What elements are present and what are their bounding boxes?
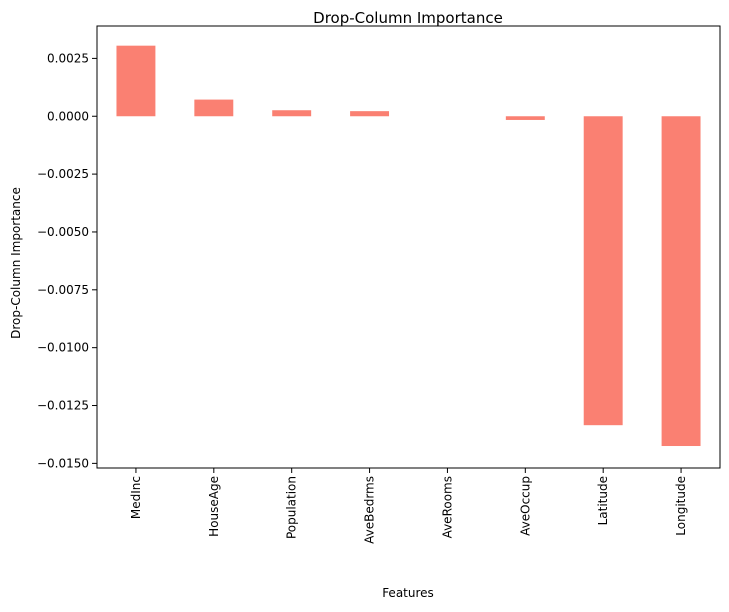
x-tick-label: Longitude — [674, 476, 688, 536]
bar-avebedrms — [350, 111, 390, 117]
y-tick-label: 0.0025 — [47, 51, 89, 65]
y-tick-label: −0.0025 — [37, 167, 89, 181]
bar-latitude — [583, 116, 623, 426]
x-axis-label: Features — [382, 586, 434, 600]
bar-medinc — [116, 45, 156, 117]
y-axis-ticks: 0.0025 0.0000 −0.0025 −0.0050 −0.0075 −0.0100… — [37, 51, 97, 470]
y-tick-label: −0.0050 — [37, 225, 89, 239]
x-tick-label: MedInc — [129, 476, 143, 519]
x-axis-ticks: MedInc HouseAge Population AveBedrms AveRoom… — [129, 468, 688, 544]
bars-group — [116, 45, 701, 447]
x-tick-label: AveRooms — [440, 476, 454, 538]
y-tick-label: −0.0075 — [37, 283, 89, 297]
x-tick-label: Latitude — [596, 476, 610, 525]
bar-population — [272, 110, 312, 117]
x-tick-label: AveOccup — [518, 476, 532, 536]
y-tick-label: −0.0100 — [37, 341, 89, 355]
x-tick-label: Population — [285, 476, 299, 539]
chart-title: Drop-Column Importance — [313, 9, 503, 27]
x-tick-label: AveBedrms — [363, 476, 377, 544]
y-axis-label: Drop-Column Importance — [9, 187, 23, 339]
y-tick-label: 0.0000 — [47, 109, 89, 123]
bar-longitude — [661, 116, 701, 447]
x-tick-label: HouseAge — [207, 476, 221, 537]
bar-houseage — [194, 99, 234, 117]
y-tick-label: −0.0150 — [37, 456, 89, 470]
plot-frame — [96, 25, 721, 469]
y-tick-label: −0.0125 — [37, 399, 89, 413]
bar-aveoccup — [505, 116, 545, 120]
